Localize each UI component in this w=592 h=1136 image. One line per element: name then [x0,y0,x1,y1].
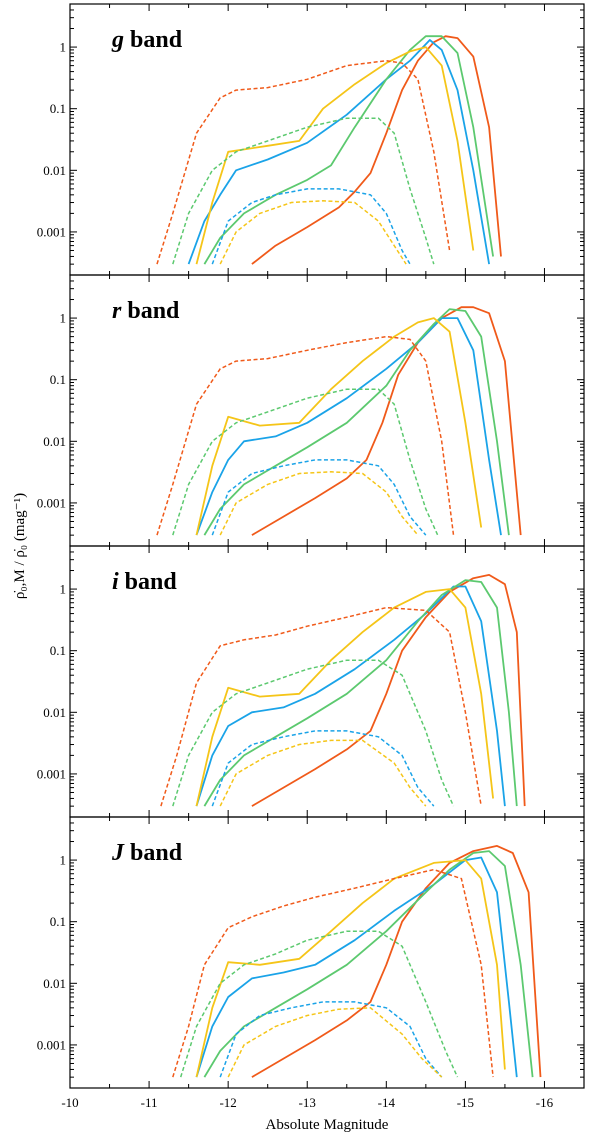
band-letter: J [111,840,125,866]
y-tick-label: 1 [60,311,67,326]
series-blue-solid [195,585,506,807]
panel-frame [69,816,585,1089]
series-group [172,845,542,1078]
series-green-solid [203,850,534,1078]
y-tick-label: 0.1 [50,101,66,116]
y-tick-label: 0.001 [37,224,66,239]
band-word: band [124,840,183,866]
series-green-dashed [172,659,455,807]
x-tick-label: -11 [141,1095,158,1110]
series-orange-dashed [172,868,494,1078]
panel-2: 0.001 0.01 0.1 1 r band [37,274,585,547]
x-axis-title: Absolute Magnitude [266,1117,389,1133]
x-tick-label: -15 [457,1095,474,1110]
series-orange-dashed [160,606,482,807]
series-yellow-solid [195,588,494,807]
series-blue-dashed [211,188,411,265]
series-yellow-solid [195,46,475,265]
y-tick-label: 0.1 [50,914,66,929]
band-letter: g [111,27,124,53]
band-word: band [119,569,178,595]
series-orange-dashed [156,59,451,265]
series-yellow-solid [195,317,483,536]
series-orange-dashed [156,335,455,536]
x-tick-label: -10 [61,1095,78,1110]
series-group [160,574,526,807]
y-tick-label: 1 [60,40,67,55]
x-tick-label: -14 [378,1095,396,1110]
series-green-dashed [172,117,435,265]
series-green-dashed [172,388,439,536]
series-blue-solid [195,856,518,1078]
y-tick-label: 0.1 [50,643,66,658]
y-tick-label: 0.01 [43,163,66,178]
series-green-dashed [179,930,459,1078]
y-tick-label: 0.01 [43,434,66,449]
series-green-solid [203,579,518,807]
band-label: J band [111,840,183,866]
series-yellow-dashed [227,1007,443,1078]
panel-3: 0.001 0.01 0.1 1 i band [37,545,585,818]
series-blue-dashed [219,1001,443,1078]
x-tick-label: -13 [299,1095,316,1110]
y-tick-label: 0.1 [50,372,66,387]
series-blue-solid [195,317,502,536]
series-orange-solid [251,35,502,265]
y-tick-label: 0.01 [43,705,66,720]
band-label: i band [112,569,177,595]
y-tick-label: 0.01 [43,976,66,991]
series-blue-solid [187,39,490,265]
series-blue-dashed [211,730,435,807]
series-group [156,306,522,536]
band-letter: i [112,569,119,595]
series-green-solid [203,308,510,536]
series-yellow-dashed [219,471,419,536]
series-orange-solid [251,306,522,536]
band-label: r band [112,298,180,324]
band-letter: r [112,298,122,324]
panel-1: 0.001 0.01 0.1 1 g band [37,3,585,276]
series-group [156,35,502,265]
band-word: band [121,298,180,324]
series-yellow-dashed [219,200,407,265]
panel-4: 0.001 0.01 0.1 1 J band [37,816,585,1089]
band-label: g band [111,27,183,53]
y-tick-label: 0.001 [37,495,66,510]
y-tick-label: 1 [60,853,67,868]
series-blue-dashed [211,459,427,536]
band-word: band [124,27,183,53]
series-orange-solid [251,574,526,807]
y-tick-label: 0.001 [37,1037,66,1052]
series-green-solid [203,35,494,265]
x-tick-label: -16 [536,1095,554,1110]
y-tick-label: 1 [60,582,67,597]
y-tick-label: 0.001 [37,766,66,781]
y-axis-title: ρ̇₀,M / ρ̇₀ (mag⁻¹) [12,493,28,599]
series-yellow-dashed [219,739,427,807]
x-tick-label: -12 [219,1095,236,1110]
series-yellow-solid [195,859,506,1078]
